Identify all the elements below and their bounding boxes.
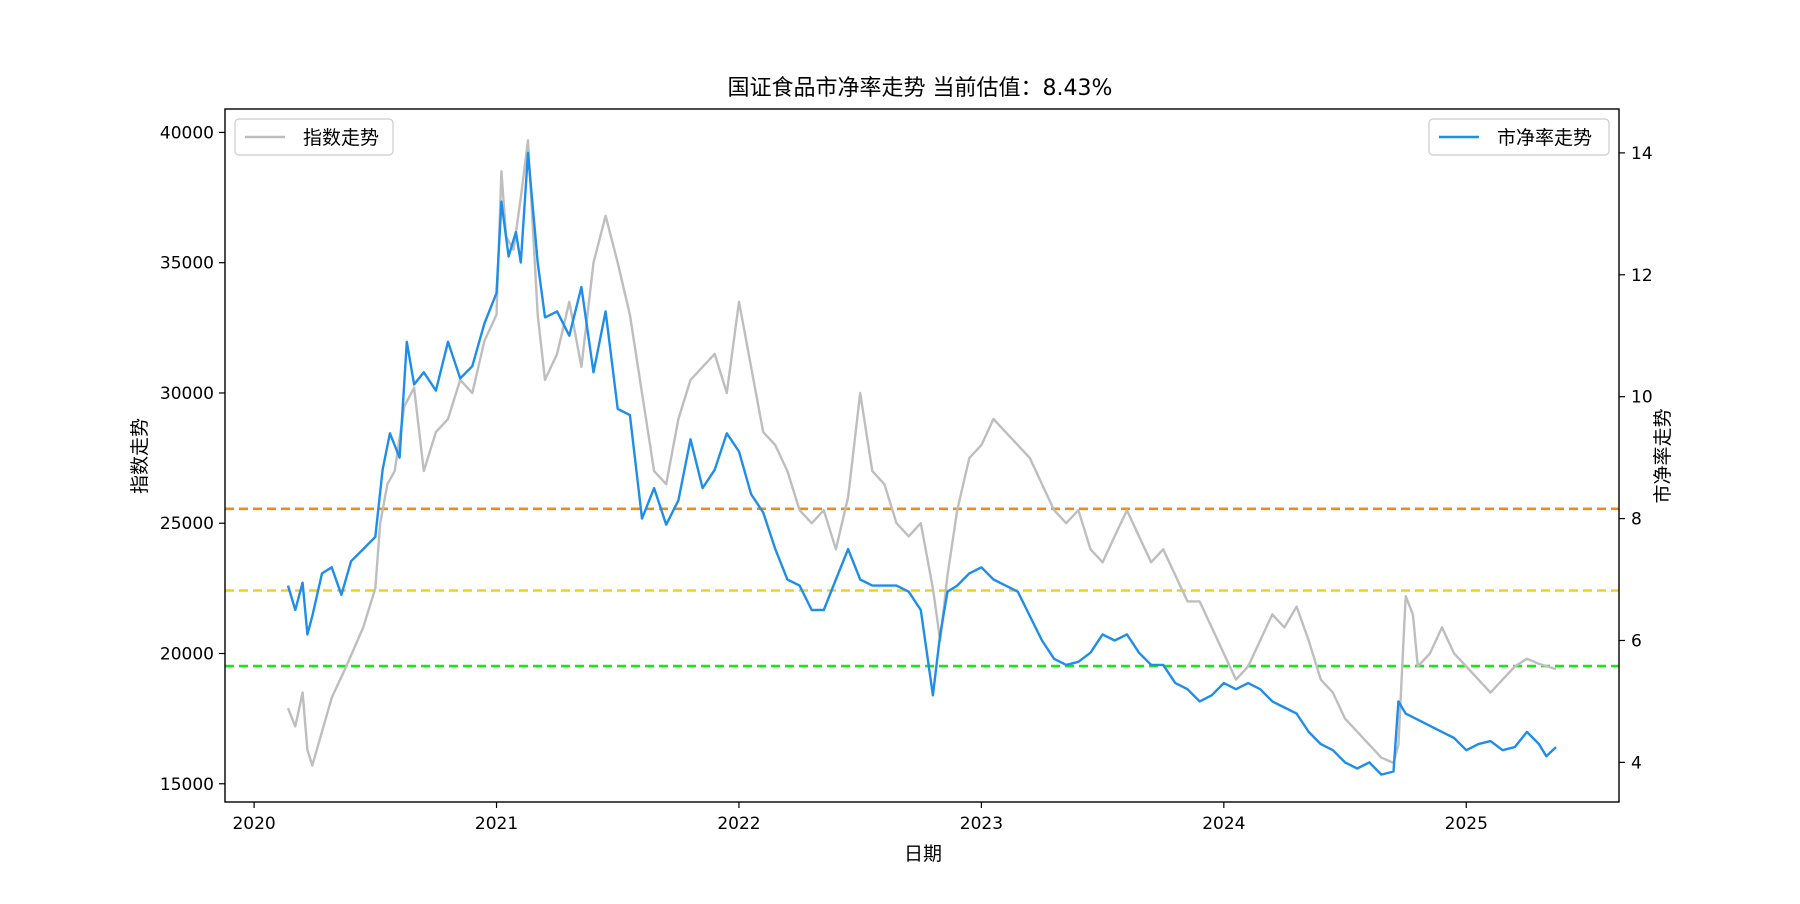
y-left-tick-label: 15000 (160, 775, 214, 795)
plot-frame (224, 108, 1620, 803)
x-axis-label: 日期 (904, 843, 942, 865)
y-left-tick-label: 20000 (160, 645, 214, 665)
y-right-tick-label: 10 (1631, 388, 1653, 408)
reference-lines (225, 507, 1619, 668)
pb-series-line (286, 151, 1557, 776)
legend-index-box (234, 118, 394, 156)
y-right-tick-label: 14 (1631, 144, 1653, 164)
x-tick-label: 2022 (717, 814, 760, 834)
y-right-tick-label: 12 (1631, 266, 1653, 286)
y-left-tick-label: 30000 (160, 384, 214, 404)
chart-title: 国证食品市净率走势 当前估值：8.43% (728, 76, 1113, 101)
series-layer (286, 139, 1557, 776)
x-tick-label: 2023 (960, 814, 1003, 834)
axes-layer: 2020 2021 2022 2023 2024 2025 15000 20000 25000 3… (160, 108, 1653, 834)
y-left-tick-label: 35000 (160, 254, 214, 274)
index-series-line (286, 139, 1557, 767)
legend-index-label: 指数走势 (303, 127, 379, 149)
y-right-tick-label: 6 (1631, 631, 1642, 651)
y-left-tick-label: 40000 (160, 123, 214, 143)
legend-pb-label: 市净率走势 (1497, 127, 1592, 149)
y-axis-left-label: 指数走势 (129, 418, 151, 494)
y-right-tick-label: 8 (1631, 510, 1642, 530)
y-axis-right-label: 市净率走势 (1652, 408, 1674, 503)
y-right-tick-label: 4 (1631, 753, 1642, 773)
x-tick-label: 2025 (1445, 814, 1488, 834)
y-left-tick-label: 25000 (160, 514, 214, 534)
x-tick-label: 2020 (232, 814, 275, 834)
legend-pb-box (1428, 118, 1610, 156)
x-tick-label: 2024 (1202, 814, 1245, 834)
x-tick-label: 2021 (475, 814, 518, 834)
legend-layer: 指数走势 市净率走势 (234, 118, 1610, 156)
